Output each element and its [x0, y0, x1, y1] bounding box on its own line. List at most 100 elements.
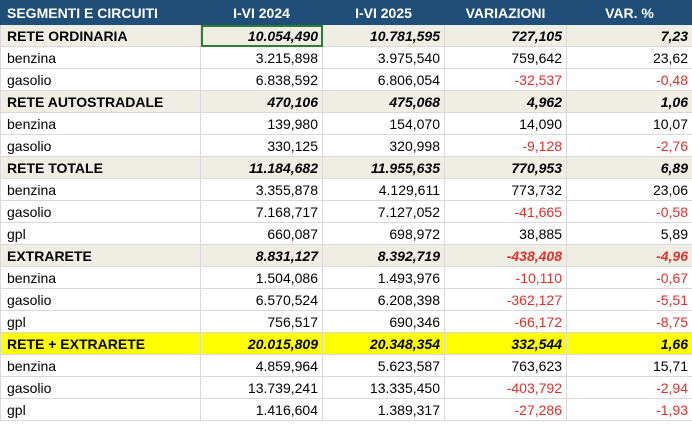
variation-percent-cell[interactable]: 7,23 — [566, 24, 692, 47]
variation-cell[interactable]: -438,408 — [444, 244, 567, 267]
value-2024-cell[interactable]: 660,087 — [200, 222, 323, 245]
variation-percent-cell[interactable]: -0,67 — [566, 266, 692, 289]
value-2025-cell[interactable]: 4.129,611 — [322, 178, 445, 201]
segment-cell[interactable]: gasolio — [0, 376, 201, 399]
segment-cell[interactable]: RETE AUTOSTRADALE — [0, 90, 201, 113]
variation-percent-cell[interactable]: -2,76 — [566, 134, 692, 157]
value-2025-cell[interactable]: 10.781,595 — [322, 24, 445, 47]
value-2025-cell[interactable]: 3.975,540 — [322, 46, 445, 69]
variation-cell[interactable]: 14,090 — [444, 112, 567, 135]
value-2025-cell[interactable]: 7.127,052 — [322, 200, 445, 223]
variation-cell[interactable]: -41,665 — [444, 200, 567, 223]
value-2025-cell[interactable]: 6.806,054 — [322, 68, 445, 91]
variation-cell[interactable]: 38,885 — [444, 222, 567, 245]
segment-cell[interactable]: benzina — [0, 46, 201, 69]
segment-cell[interactable]: benzina — [0, 354, 201, 377]
segment-cell[interactable]: gasolio — [0, 68, 201, 91]
variation-cell[interactable]: 759,642 — [444, 46, 567, 69]
segment-cell[interactable]: benzina — [0, 178, 201, 201]
value-2025-cell[interactable]: 475,068 — [322, 90, 445, 113]
column-header-variation-percent[interactable]: VAR. % — [566, 0, 692, 25]
variation-cell[interactable]: -403,792 — [444, 376, 567, 399]
segment-cell[interactable]: benzina — [0, 112, 201, 135]
variation-cell[interactable]: 763,623 — [444, 354, 567, 377]
variation-cell[interactable]: -66,172 — [444, 310, 567, 333]
value-2025-cell[interactable]: 690,346 — [322, 310, 445, 333]
variation-cell[interactable]: -27,286 — [444, 398, 567, 421]
variation-percent-cell[interactable]: -4,96 — [566, 244, 692, 267]
variation-percent-cell[interactable]: -5,51 — [566, 288, 692, 311]
variation-percent-cell[interactable]: -2,94 — [566, 376, 692, 399]
value-2024-cell[interactable]: 3.355,878 — [200, 178, 323, 201]
variation-cell[interactable]: 727,105 — [444, 24, 567, 47]
column-header-2024[interactable]: I-VI 2024 — [200, 0, 323, 25]
value-2025-cell[interactable]: 154,070 — [322, 112, 445, 135]
segment-cell[interactable]: gasolio — [0, 200, 201, 223]
segment-cell[interactable]: RETE ORDINARIA — [0, 24, 201, 47]
segment-cell[interactable]: RETE + EXTRARETE — [0, 332, 201, 355]
variation-percent-cell[interactable]: 15,71 — [566, 354, 692, 377]
value-2025-cell[interactable]: 20.348,354 — [322, 332, 445, 355]
value-2024-cell[interactable]: 6.570,524 — [200, 288, 323, 311]
variation-percent-cell[interactable]: -0,58 — [566, 200, 692, 223]
value-2024-cell[interactable]: 139,980 — [200, 112, 323, 135]
value-2025-cell[interactable]: 6.208,398 — [322, 288, 445, 311]
table-row: benzina 3.355,878 4.129,611 773,732 23,06 — [0, 178, 692, 201]
value-2024-cell[interactable]: 13.739,241 — [200, 376, 323, 399]
column-header-2025[interactable]: I-VI 2025 — [322, 0, 445, 25]
value-2025-cell[interactable]: 1.389,317 — [322, 398, 445, 421]
value-2024-cell[interactable]: 11.184,682 — [200, 156, 323, 179]
variation-cell[interactable]: -9,128 — [444, 134, 567, 157]
value-2024-cell[interactable]: 7.168,717 — [200, 200, 323, 223]
value-2024-cell[interactable]: 330,125 — [200, 134, 323, 157]
value-2025-cell[interactable]: 5.623,587 — [322, 354, 445, 377]
segment-cell[interactable]: gpl — [0, 310, 201, 333]
value-2024-cell[interactable]: 756,517 — [200, 310, 323, 333]
variation-percent-cell[interactable]: -0,48 — [566, 68, 692, 91]
variation-cell[interactable]: -32,537 — [444, 68, 567, 91]
segment-cell[interactable]: benzina — [0, 266, 201, 289]
variation-percent-cell[interactable]: 6,89 — [566, 156, 692, 179]
variation-cell[interactable]: 332,544 — [444, 332, 567, 355]
variation-percent-cell[interactable]: 1,66 — [566, 332, 692, 355]
column-header-variation[interactable]: VARIAZIONI — [444, 0, 567, 25]
segment-cell[interactable]: gpl — [0, 398, 201, 421]
column-header-segment[interactable]: SEGMENTI E CIRCUITI — [0, 0, 201, 25]
variation-percent-cell[interactable]: 23,62 — [566, 46, 692, 69]
variation-cell[interactable]: -362,127 — [444, 288, 567, 311]
value-2025-cell[interactable]: 320,998 — [322, 134, 445, 157]
segment-cell[interactable]: gasolio — [0, 134, 201, 157]
table-row: gasolio 330,125 320,998 -9,128 -2,76 — [0, 134, 692, 157]
variation-percent-cell[interactable]: -8,75 — [566, 310, 692, 333]
segment-cell[interactable]: EXTRARETE — [0, 244, 201, 267]
value-2024-cell[interactable]: 6.838,592 — [200, 68, 323, 91]
value-2024-cell[interactable]: 20.015,809 — [200, 332, 323, 355]
value-2025-cell[interactable]: 8.392,719 — [322, 244, 445, 267]
value-2025-cell[interactable]: 698,972 — [322, 222, 445, 245]
variation-cell[interactable]: 770,953 — [444, 156, 567, 179]
value-2024-cell[interactable]: 1.504,086 — [200, 266, 323, 289]
section-row: EXTRARETE 8.831,127 8.392,719 -438,408 -4,96 — [0, 244, 692, 267]
value-2025-cell[interactable]: 13.335,450 — [322, 376, 445, 399]
segment-cell[interactable]: RETE TOTALE — [0, 156, 201, 179]
variation-percent-cell[interactable]: 5,89 — [566, 222, 692, 245]
variation-cell[interactable]: -10,110 — [444, 266, 567, 289]
variation-percent-cell[interactable]: -1,93 — [566, 398, 692, 421]
value-2024-cell[interactable]: 1.416,604 — [200, 398, 323, 421]
value-2025-cell[interactable]: 11.955,635 — [322, 156, 445, 179]
variation-percent-cell[interactable]: 23,06 — [566, 178, 692, 201]
variation-percent-cell[interactable]: 1,06 — [566, 90, 692, 113]
segment-cell[interactable]: gpl — [0, 222, 201, 245]
value-2024-cell[interactable]: 10.054,490 — [200, 24, 323, 47]
value-2024-cell[interactable]: 3.215,898 — [200, 46, 323, 69]
variation-percent-cell[interactable]: 10,07 — [566, 112, 692, 135]
value-2024-cell[interactable]: 4.859,964 — [200, 354, 323, 377]
value-2025-cell[interactable]: 1.493,976 — [322, 266, 445, 289]
segment-cell[interactable]: gasolio — [0, 288, 201, 311]
table-row: gpl 1.416,604 1.389,317 -27,286 -1,93 — [0, 398, 692, 421]
table-row: gasolio 13.739,241 13.335,450 -403,792 -2,94 — [0, 376, 692, 399]
variation-cell[interactable]: 773,732 — [444, 178, 567, 201]
value-2024-cell[interactable]: 8.831,127 — [200, 244, 323, 267]
value-2024-cell[interactable]: 470,106 — [200, 90, 323, 113]
variation-cell[interactable]: 4,962 — [444, 90, 567, 113]
